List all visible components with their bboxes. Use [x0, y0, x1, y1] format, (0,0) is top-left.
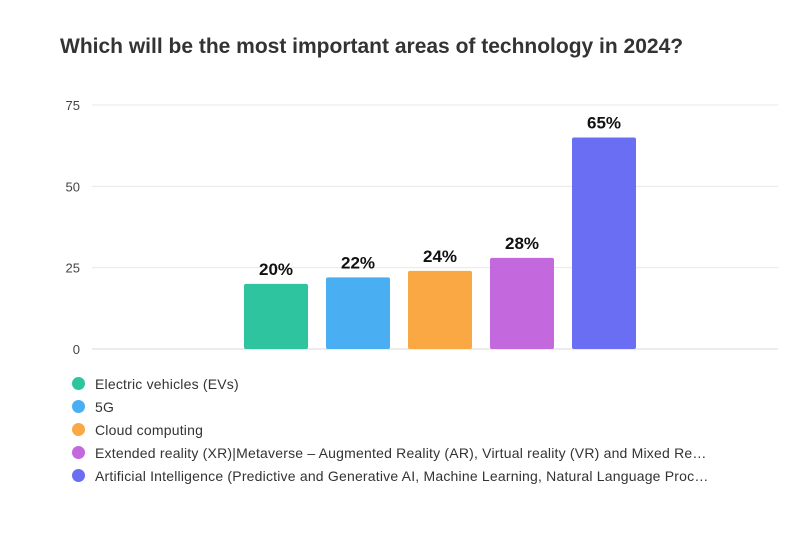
legend-swatch-icon — [72, 377, 85, 390]
bar[interactable] — [408, 270, 472, 349]
bar-data-label: 20% — [259, 260, 293, 279]
legend-label: 5G — [95, 398, 115, 415]
chart-title: Which will be the most important areas o… — [60, 35, 684, 58]
y-tick-label: 50 — [66, 179, 80, 194]
legend-swatch-icon — [72, 469, 85, 482]
legend-swatch-icon — [72, 423, 85, 436]
legend-item[interactable]: Cloud computing — [72, 418, 772, 441]
legend-label: Extended reality (XR)|Metaverse – Augmen… — [95, 444, 707, 461]
bar[interactable] — [490, 257, 554, 349]
chart-legend: Electric vehicles (EVs) 5G Cloud computing… — [72, 372, 772, 487]
legend-label: Artificial Intelligence (Predictive and … — [95, 467, 709, 484]
bar[interactable] — [326, 277, 390, 349]
y-tick-label: 0 — [73, 342, 80, 357]
legend-label: Cloud computing — [95, 421, 204, 438]
bar-data-label: 28% — [505, 234, 539, 253]
legend-swatch-icon — [72, 400, 85, 413]
legend-item[interactable]: Extended reality (XR)|Metaverse – Augmen… — [72, 441, 772, 464]
legend-label: Electric vehicles (EVs) — [95, 375, 239, 392]
bar[interactable] — [244, 283, 308, 349]
bar-data-label: 65% — [587, 114, 621, 133]
legend-item[interactable]: Electric vehicles (EVs) — [72, 372, 772, 395]
bar-data-label: 24% — [423, 247, 457, 266]
bar-data-label: 22% — [341, 253, 375, 272]
legend-item[interactable]: 5G — [72, 395, 772, 418]
legend-item[interactable]: Artificial Intelligence (Predictive and … — [72, 464, 772, 487]
y-tick-label: 75 — [66, 98, 80, 113]
bar[interactable] — [572, 137, 636, 349]
y-tick-label: 25 — [66, 261, 80, 276]
legend-swatch-icon — [72, 446, 85, 459]
